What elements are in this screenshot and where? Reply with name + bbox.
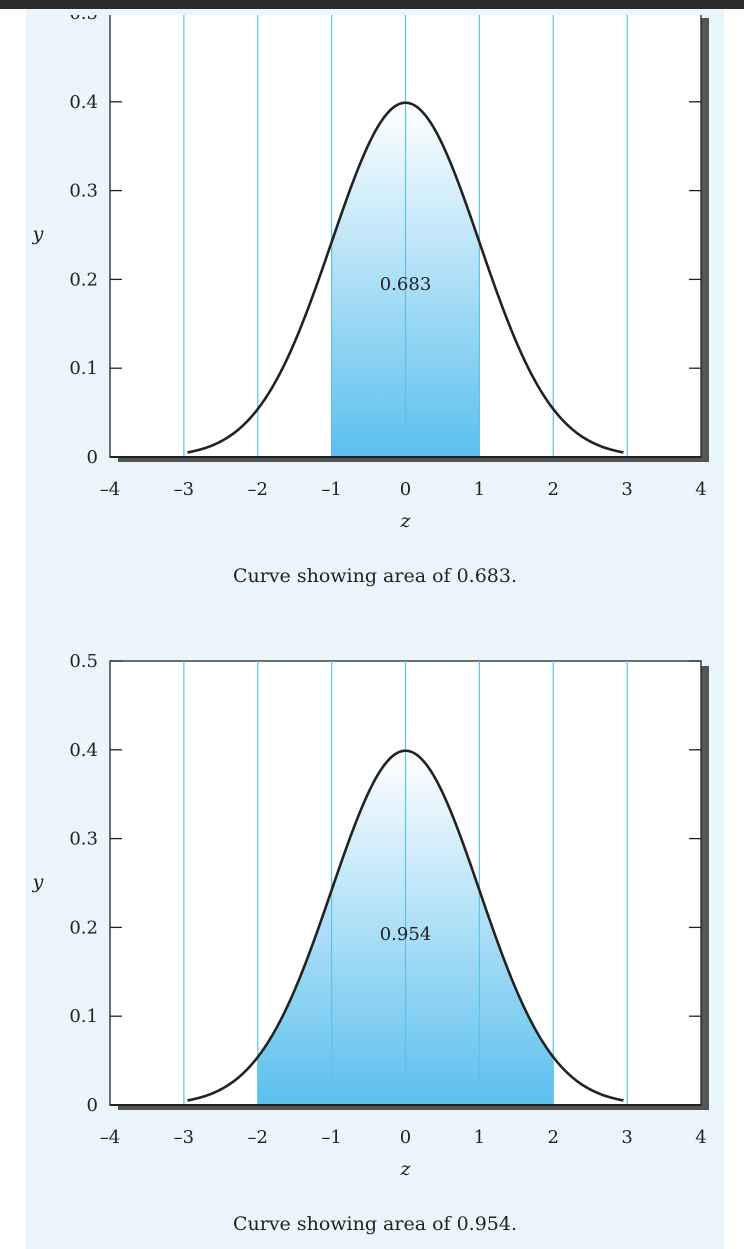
y-tick-label: 0	[87, 1095, 98, 1116]
y-tick-label: 0	[87, 447, 98, 468]
y-tick-label: 0.3	[69, 829, 98, 850]
x-tick-label: –1	[321, 1127, 341, 1148]
chart-area-0954: 0 0.1 0.2 0.3 0.4 0.5 –4 –3 –2 –1 0 1 2 3 4 z y 0.954	[32, 651, 709, 1180]
x-tick-label: 3	[621, 1127, 632, 1148]
x-tick-label: 1	[474, 479, 485, 500]
x-tick-label: 2	[548, 1127, 559, 1148]
x-tick-label: 0	[400, 1127, 411, 1148]
y-tick-label: 0.5	[69, 651, 98, 672]
chart-area-0683: 0 0.1 0.2 0.3 0.4 0.5 –4 –3 –2 –1 0 1 2 3 4 z y 0.683	[32, 3, 709, 532]
y-axis-label: y	[32, 871, 44, 893]
caption-chart-2: Curve showing area of 0.954.	[232, 1213, 518, 1235]
x-tick-label: 3	[621, 479, 632, 500]
y-axis-label: y	[32, 223, 44, 245]
x-tick-label: –3	[174, 479, 194, 500]
y-tick-label: 0.1	[69, 358, 98, 379]
x-tick-label: 0	[400, 479, 411, 500]
x-axis-label: z	[399, 510, 411, 532]
normal-curve	[187, 101, 624, 454]
area-value-label: 0.954	[380, 924, 432, 945]
x-tick-label: –4	[100, 479, 120, 500]
x-tick-label: 2	[548, 479, 559, 500]
y-tick-label: 0.2	[69, 917, 98, 938]
x-tick-label: –3	[174, 1127, 194, 1148]
y-tick-label: 0.4	[69, 740, 98, 761]
x-tick-label: 1	[474, 1127, 485, 1148]
x-tick-label: –4	[100, 1127, 120, 1148]
area-value-label: 0.683	[380, 274, 432, 295]
y-tick-label: 0.2	[69, 269, 98, 290]
x-axis-label: z	[399, 1158, 411, 1180]
x-tick-label: 4	[695, 479, 706, 500]
caption-chart-1: Curve showing area of 0.683.	[232, 565, 518, 587]
y-tick-label: 0.5	[69, 3, 98, 24]
x-tick-label: –2	[248, 479, 268, 500]
window-top-bar	[0, 0, 744, 9]
y-tick-label: 0.1	[69, 1006, 98, 1027]
normal-curve	[187, 749, 624, 1102]
x-tick-label: –1	[321, 479, 341, 500]
x-tick-label: 4	[695, 1127, 706, 1148]
y-tick-label: 0.3	[69, 181, 98, 202]
x-tick-label: –2	[248, 1127, 268, 1148]
y-tick-label: 0.4	[69, 92, 98, 113]
